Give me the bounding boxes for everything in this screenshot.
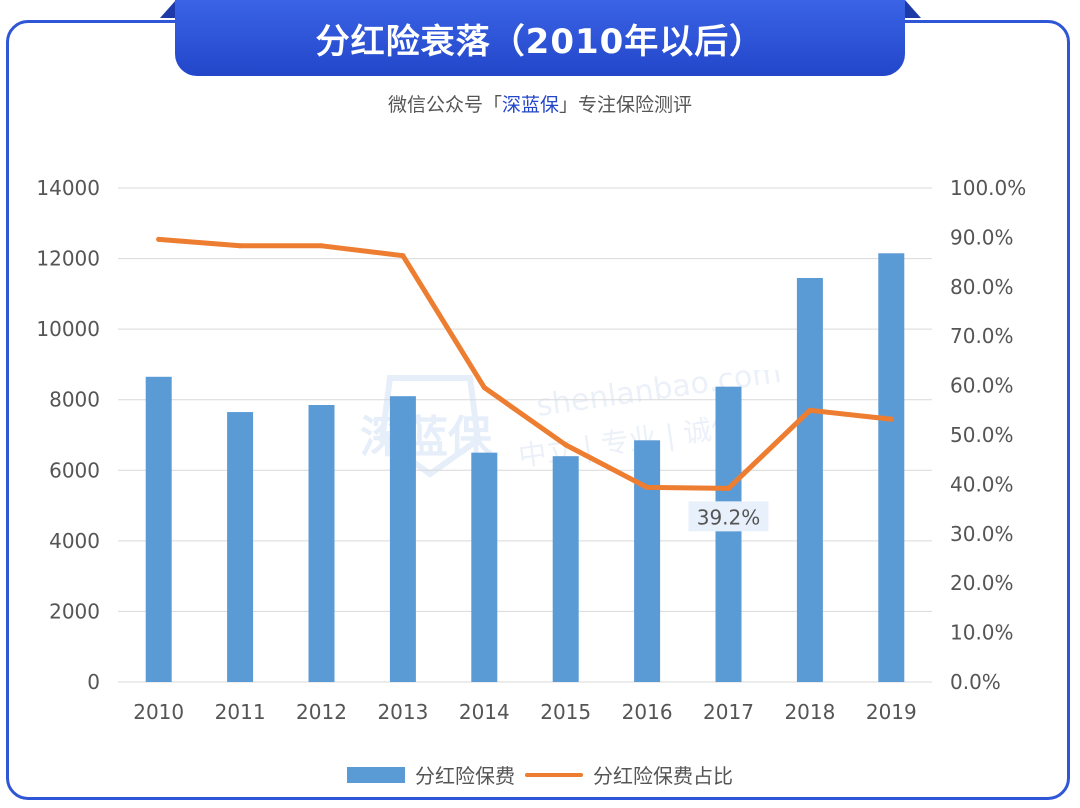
line-point [563,442,569,448]
right-tick-label: 30.0% [950,522,1014,546]
left-tick-label: 2000 [49,599,100,623]
chart-title: 分红险衰落（2010年以后） [175,0,905,76]
x-tick-label: 2014 [459,700,510,724]
x-axis-ticks: 2010 2011 2012 2013 2014 2015 2016 2017 2018 2019 [133,700,917,724]
right-tick-label: 10.0% [950,621,1014,645]
x-tick-label: 2010 [133,700,184,724]
bar [878,253,905,682]
x-tick-label: 2012 [296,700,347,724]
bar [634,440,661,682]
bar [227,412,254,682]
left-tick-label: 12000 [36,247,100,271]
line-point [481,385,487,391]
line-series-path [156,236,894,491]
left-tick-label: 14000 [36,176,100,200]
line-point [400,253,406,259]
right-tick-label: 90.0% [950,225,1014,249]
x-tick-label: 2015 [540,700,591,724]
legend-swatch-bar [347,766,405,783]
line-series [156,236,894,491]
right-tick-label: 50.0% [950,423,1014,447]
bar [389,396,416,682]
legend-swatch-line [525,772,583,777]
left-tick-label: 10000 [36,317,100,341]
right-axis-ticks: 0.0% 10.0% 20.0% 30.0% 40.0% 50.0% 60.0% 70.0% 8… [950,176,1026,694]
right-tick-label: 70.0% [950,324,1014,348]
right-tick-label: 0.0% [950,670,1001,694]
grid-lines [118,187,932,683]
x-tick-label: 2011 [215,700,266,724]
line-point [156,236,162,242]
x-tick-label: 2013 [377,700,428,724]
bar [308,405,335,682]
right-tick-label: 80.0% [950,275,1014,299]
bar [145,376,172,682]
bar-series [145,253,905,682]
bar [471,452,498,682]
left-axis-ticks: 0 2000 4000 6000 8000 10000 12000 14000 [36,176,100,694]
legend-label-bar: 分红险保费 [415,764,515,788]
legend-item-line: 分红险保费占比 [525,760,733,789]
x-tick-label: 2019 [866,700,917,724]
left-tick-label: 8000 [49,388,100,412]
line-point [237,243,243,249]
left-tick-label: 0 [87,670,100,694]
subtitle-suffix: 」专注保险测评 [559,94,693,116]
data-label-bg [688,501,769,532]
right-tick-label: 100.0% [950,176,1026,200]
left-tick-label: 4000 [49,529,100,553]
right-tick-label: 20.0% [950,571,1014,595]
right-tick-label: 60.0% [950,374,1014,398]
legend: 分红险保费 分红险保费占比 [0,760,1080,789]
bar [715,386,742,682]
line-point [319,243,324,249]
legend-label-line: 分红险保费占比 [593,764,733,788]
x-tick-label: 2017 [703,700,754,724]
left-tick-label: 6000 [49,458,100,482]
bar [796,277,823,682]
subtitle-prefix: 微信公众号「 [387,94,502,116]
right-tick-label: 40.0% [950,472,1014,496]
data-label: 39.2% [697,505,761,529]
x-tick-label: 2016 [622,700,673,724]
subtitle-brand: 深蓝保 [501,94,559,116]
x-tick-label: 2018 [784,700,835,724]
line-point [644,484,650,490]
line-point [726,485,731,491]
legend-item-bar: 分红险保费 [347,760,515,789]
annotations: 39.2% [688,501,769,532]
bar [552,456,579,682]
watermark-logo-text: 深蓝保 [360,412,493,463]
line-point [807,407,813,413]
subtitle: 微信公众号「深蓝保」专注保险测评 [0,90,1080,117]
watermark-shield-icon [378,375,482,478]
line-point [888,416,894,422]
